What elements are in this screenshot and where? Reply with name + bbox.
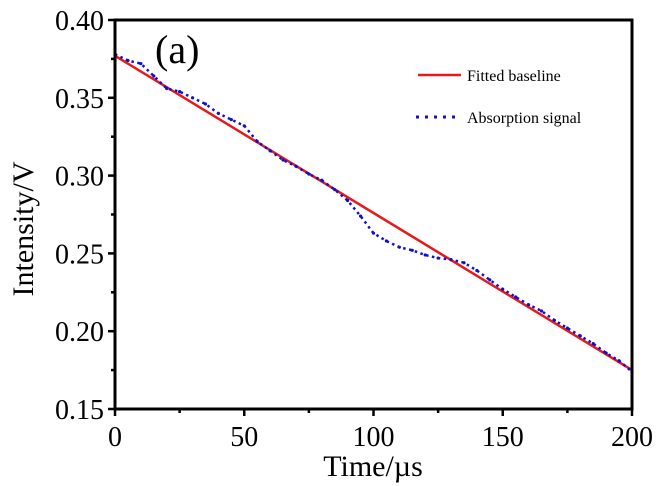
data-point — [527, 303, 531, 307]
data-point — [462, 261, 466, 265]
data-point — [255, 139, 259, 143]
legend-label-absorption-signal: Absorption signal — [467, 110, 582, 127]
x-tick-label: 200 — [611, 422, 653, 453]
data-point — [190, 96, 195, 100]
data-point — [333, 188, 337, 192]
data-point — [358, 214, 363, 218]
data-point — [294, 164, 298, 168]
data-point — [371, 231, 376, 235]
data-point — [229, 117, 233, 122]
legend-label-fitted-baseline: Fitted baseline — [467, 68, 561, 85]
data-point — [384, 239, 389, 243]
data-point — [397, 245, 401, 249]
y-tick-label: 0.30 — [55, 162, 104, 193]
data-point — [178, 89, 182, 94]
data-point — [268, 149, 272, 153]
data-point — [604, 351, 608, 355]
x-tick-label: 0 — [108, 422, 122, 453]
legend: Fitted baseline Absorption signal — [416, 68, 582, 127]
data-point — [578, 334, 582, 338]
series-layer — [113, 52, 634, 374]
y-axis-title: Intensity/V — [7, 161, 40, 296]
data-point — [139, 61, 143, 66]
x-tick-label: 100 — [353, 422, 395, 453]
x-tick-label: 150 — [482, 422, 524, 453]
data-point — [152, 74, 156, 78]
x-tick-label: 50 — [230, 422, 258, 453]
data-point — [591, 342, 595, 346]
data-point — [307, 172, 311, 176]
data-point — [320, 178, 324, 182]
data-point — [552, 318, 557, 322]
data-point — [216, 111, 220, 115]
data-point — [539, 309, 544, 313]
data-point — [436, 256, 440, 260]
y-tick-label: 0.40 — [55, 6, 104, 37]
ticks-layer: 0 50 100 150 200 0.15 0.20 0.25 0.30 0.35 0.40 — [55, 6, 653, 453]
data-point — [346, 198, 350, 203]
data-point — [488, 278, 492, 282]
data-point — [449, 258, 453, 262]
data-point — [165, 86, 169, 91]
data-point — [281, 158, 285, 162]
data-point — [565, 326, 569, 330]
data-point — [126, 58, 130, 63]
panel-label: (a) — [155, 27, 199, 72]
data-point — [617, 359, 621, 363]
data-point — [514, 295, 518, 299]
y-tick-label: 0.15 — [55, 395, 104, 426]
series-line-fitted-baseline — [114, 54, 633, 372]
data-point — [501, 287, 505, 291]
data-point — [423, 253, 427, 257]
y-tick-label: 0.20 — [55, 317, 104, 348]
y-tick-label: 0.35 — [55, 84, 104, 115]
data-point — [242, 124, 246, 128]
y-tick-label: 0.25 — [55, 239, 104, 270]
data-point — [475, 268, 479, 273]
x-axis-title: Time/µs — [323, 450, 423, 483]
data-point — [410, 248, 414, 252]
data-point — [203, 102, 208, 106]
